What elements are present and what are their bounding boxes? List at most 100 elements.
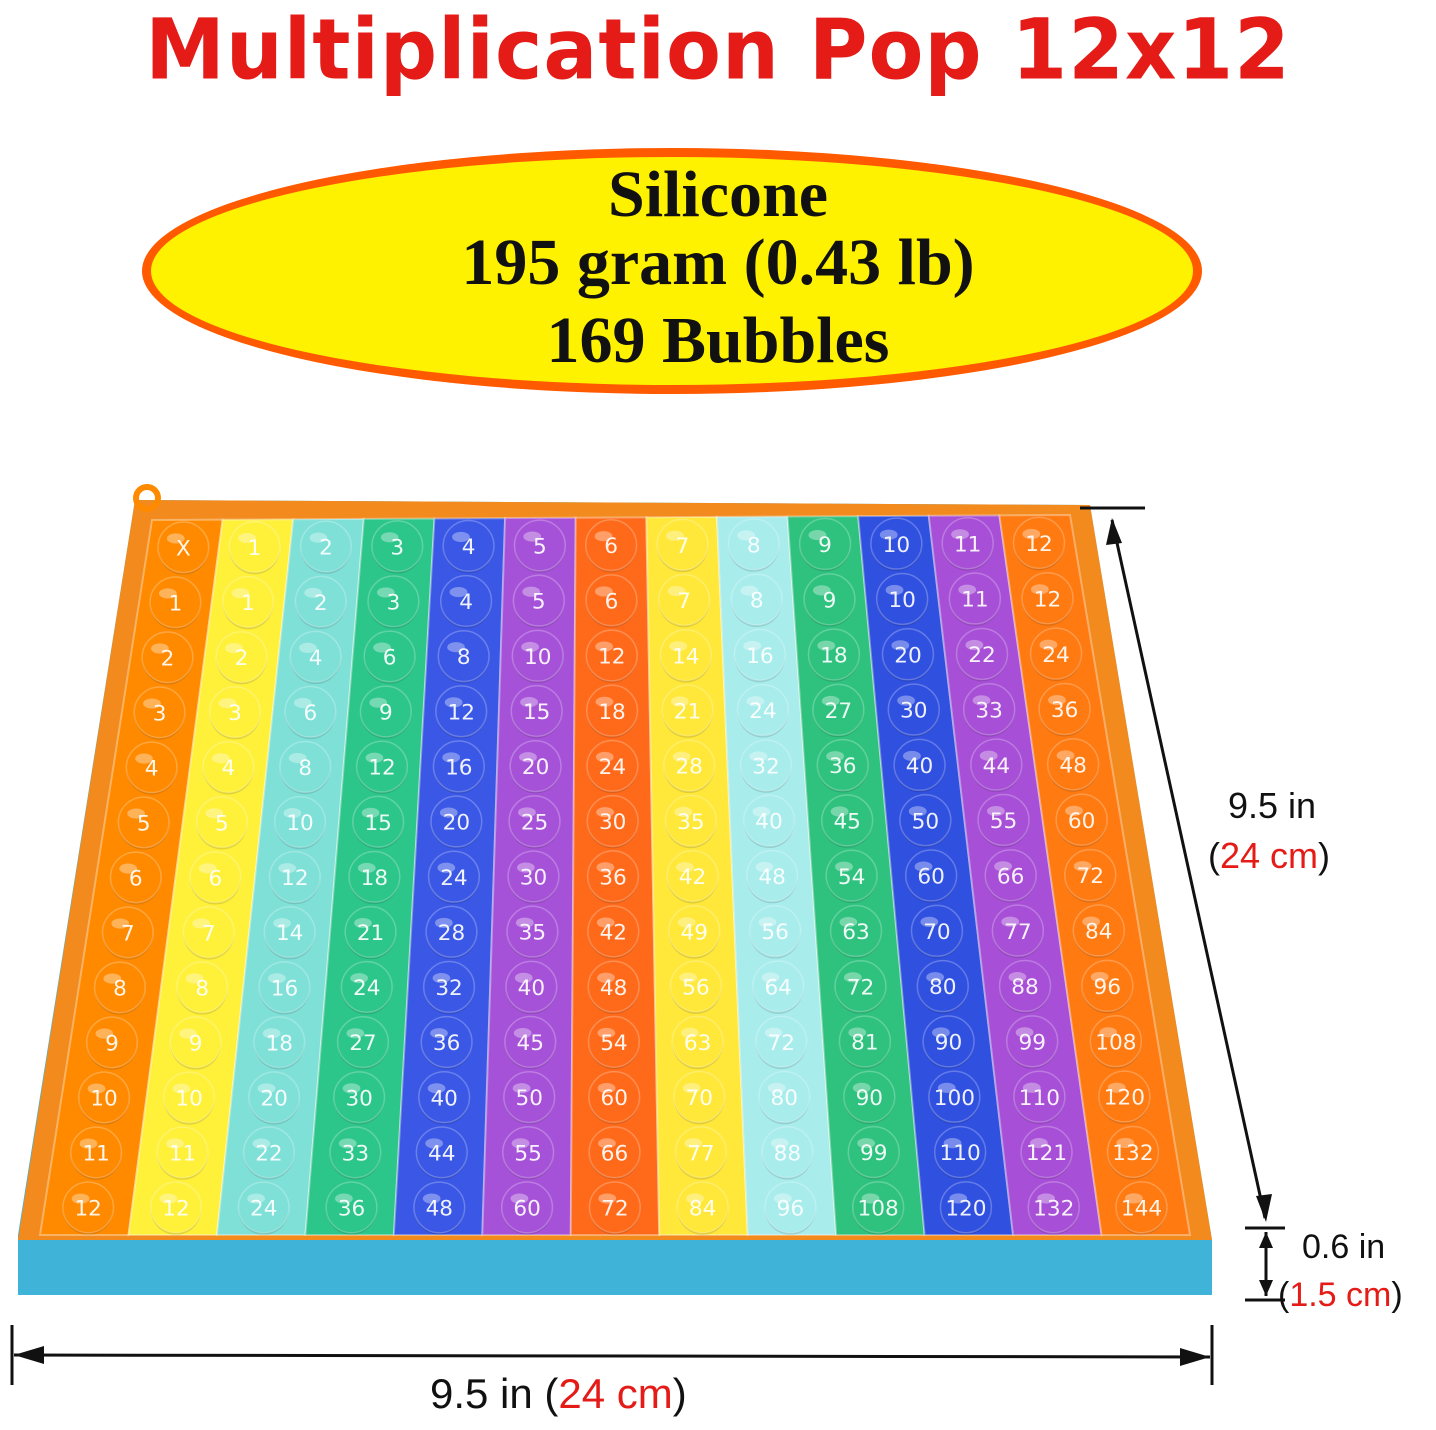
- bubble: [189, 851, 242, 904]
- bubble-highlight: [293, 697, 312, 708]
- bubble-number: 2: [314, 591, 328, 616]
- bubble: [798, 517, 852, 571]
- bubble: [363, 630, 416, 683]
- bubble: [359, 685, 412, 738]
- bubble-number: 81: [851, 1031, 879, 1056]
- bubble: [440, 574, 493, 628]
- bubble: [977, 793, 1030, 847]
- bubble-highlight: [758, 917, 777, 928]
- bubble: [812, 683, 865, 737]
- bubble: [258, 961, 311, 1014]
- bubble-highlight: [357, 862, 376, 874]
- bubble-highlight: [749, 751, 768, 762]
- bubble-number: 25: [521, 810, 548, 835]
- bubble: [507, 850, 560, 903]
- bubble-highlight: [515, 917, 534, 928]
- bubble-highlight: [511, 1138, 530, 1149]
- bubble-number: 28: [438, 921, 465, 946]
- bubble-number: 120: [945, 1196, 986, 1221]
- bubble-number: 40: [906, 754, 934, 779]
- bubble: [93, 961, 146, 1014]
- bubble-highlight: [268, 973, 286, 984]
- bubble-highlight: [273, 918, 291, 929]
- bubble: [1038, 682, 1091, 736]
- bubble-number: 2: [319, 536, 333, 561]
- bubble-number: 8: [457, 645, 471, 670]
- bubble-number: 24: [749, 699, 776, 724]
- bubble-number: 70: [686, 1086, 713, 1111]
- bubble-number: 45: [833, 810, 861, 835]
- bubble-highlight: [1116, 1137, 1135, 1149]
- bubble-highlight: [185, 973, 204, 984]
- bubble-highlight: [839, 916, 858, 928]
- bubble-number: 24: [353, 976, 380, 1001]
- bubble-highlight: [597, 1083, 616, 1094]
- bubble-number: 50: [912, 809, 940, 834]
- bubble-number: 6: [383, 646, 397, 671]
- bubble-number: 40: [755, 810, 782, 835]
- product-title: Multiplication Pop 12x12: [145, 0, 1291, 99]
- bubble-number: 28: [675, 755, 702, 780]
- bubble-number: 96: [1094, 975, 1122, 1000]
- bubble-number: 3: [390, 535, 404, 560]
- bubble-highlight: [965, 639, 984, 651]
- bubble-number: 20: [522, 755, 549, 780]
- bubble-highlight: [1022, 528, 1041, 540]
- bubble-number: 42: [679, 865, 706, 890]
- bubble-highlight: [198, 863, 217, 874]
- info-badge: [142, 148, 1202, 394]
- bubble: [893, 738, 946, 792]
- bubble-number: 20: [260, 1086, 287, 1111]
- bubble: [253, 1016, 306, 1069]
- bubble-highlight: [262, 1028, 281, 1039]
- bubble-number: 36: [1051, 698, 1079, 723]
- bubble-number: 66: [601, 1141, 628, 1166]
- bubble-number: 20: [443, 811, 470, 836]
- bubble: [420, 1015, 473, 1069]
- height-line: [1110, 519, 1267, 1219]
- bubble: [739, 739, 793, 792]
- thickness-cm-value: 1.5 cm: [1289, 1276, 1392, 1314]
- bubble-number: 48: [426, 1197, 453, 1222]
- bubble-grid: X 1 2 3 4 5 6 7 8 9 10 11 121 1 2 3 4 5 6 7 8 9 10 11 122 2 4 6 8 10 1…: [62, 516, 1168, 1235]
- bubble: [948, 572, 1002, 625]
- bubble-highlight: [422, 1193, 441, 1204]
- bubble-number: 9: [379, 701, 393, 726]
- bubble-number: 54: [600, 1031, 627, 1056]
- bubble-number: 6: [208, 866, 222, 891]
- bubble-number: 12: [281, 866, 308, 891]
- bubble-number: 3: [153, 701, 167, 726]
- bubble-number: 1: [241, 591, 255, 616]
- bubble-number: 14: [672, 644, 699, 669]
- bubble-highlight: [518, 807, 536, 818]
- bubble: [887, 683, 940, 736]
- bubble-number: 4: [459, 590, 473, 615]
- bubble-highlight: [737, 530, 756, 541]
- bubble: [748, 904, 802, 958]
- bubble-number: 12: [448, 700, 475, 725]
- bubble: [149, 1181, 203, 1234]
- bubble: [1089, 1014, 1143, 1068]
- bubble-highlight: [1001, 916, 1020, 927]
- bubble-number: 77: [687, 1141, 714, 1166]
- bubble: [585, 518, 638, 572]
- bubble-number: 24: [250, 1197, 277, 1222]
- bubble: [176, 961, 229, 1014]
- bubble-highlight: [369, 697, 388, 708]
- bubble-highlight: [1056, 750, 1075, 761]
- bubble-number: 60: [1068, 809, 1096, 834]
- bubble-highlight: [1030, 1137, 1048, 1149]
- bubble: [1072, 904, 1125, 957]
- bubble-number: 5: [137, 811, 151, 836]
- bubble-highlight: [432, 972, 451, 984]
- bubble: [510, 684, 563, 738]
- bubble: [742, 794, 796, 847]
- bubble-highlight: [821, 695, 840, 707]
- bubble-number: 108: [1095, 1030, 1136, 1055]
- bubble-number: 32: [752, 754, 779, 779]
- bubble: [425, 905, 478, 958]
- bubble: [279, 740, 332, 793]
- bubble: [587, 1015, 641, 1068]
- bubble: [432, 740, 485, 793]
- bubble: [149, 576, 202, 629]
